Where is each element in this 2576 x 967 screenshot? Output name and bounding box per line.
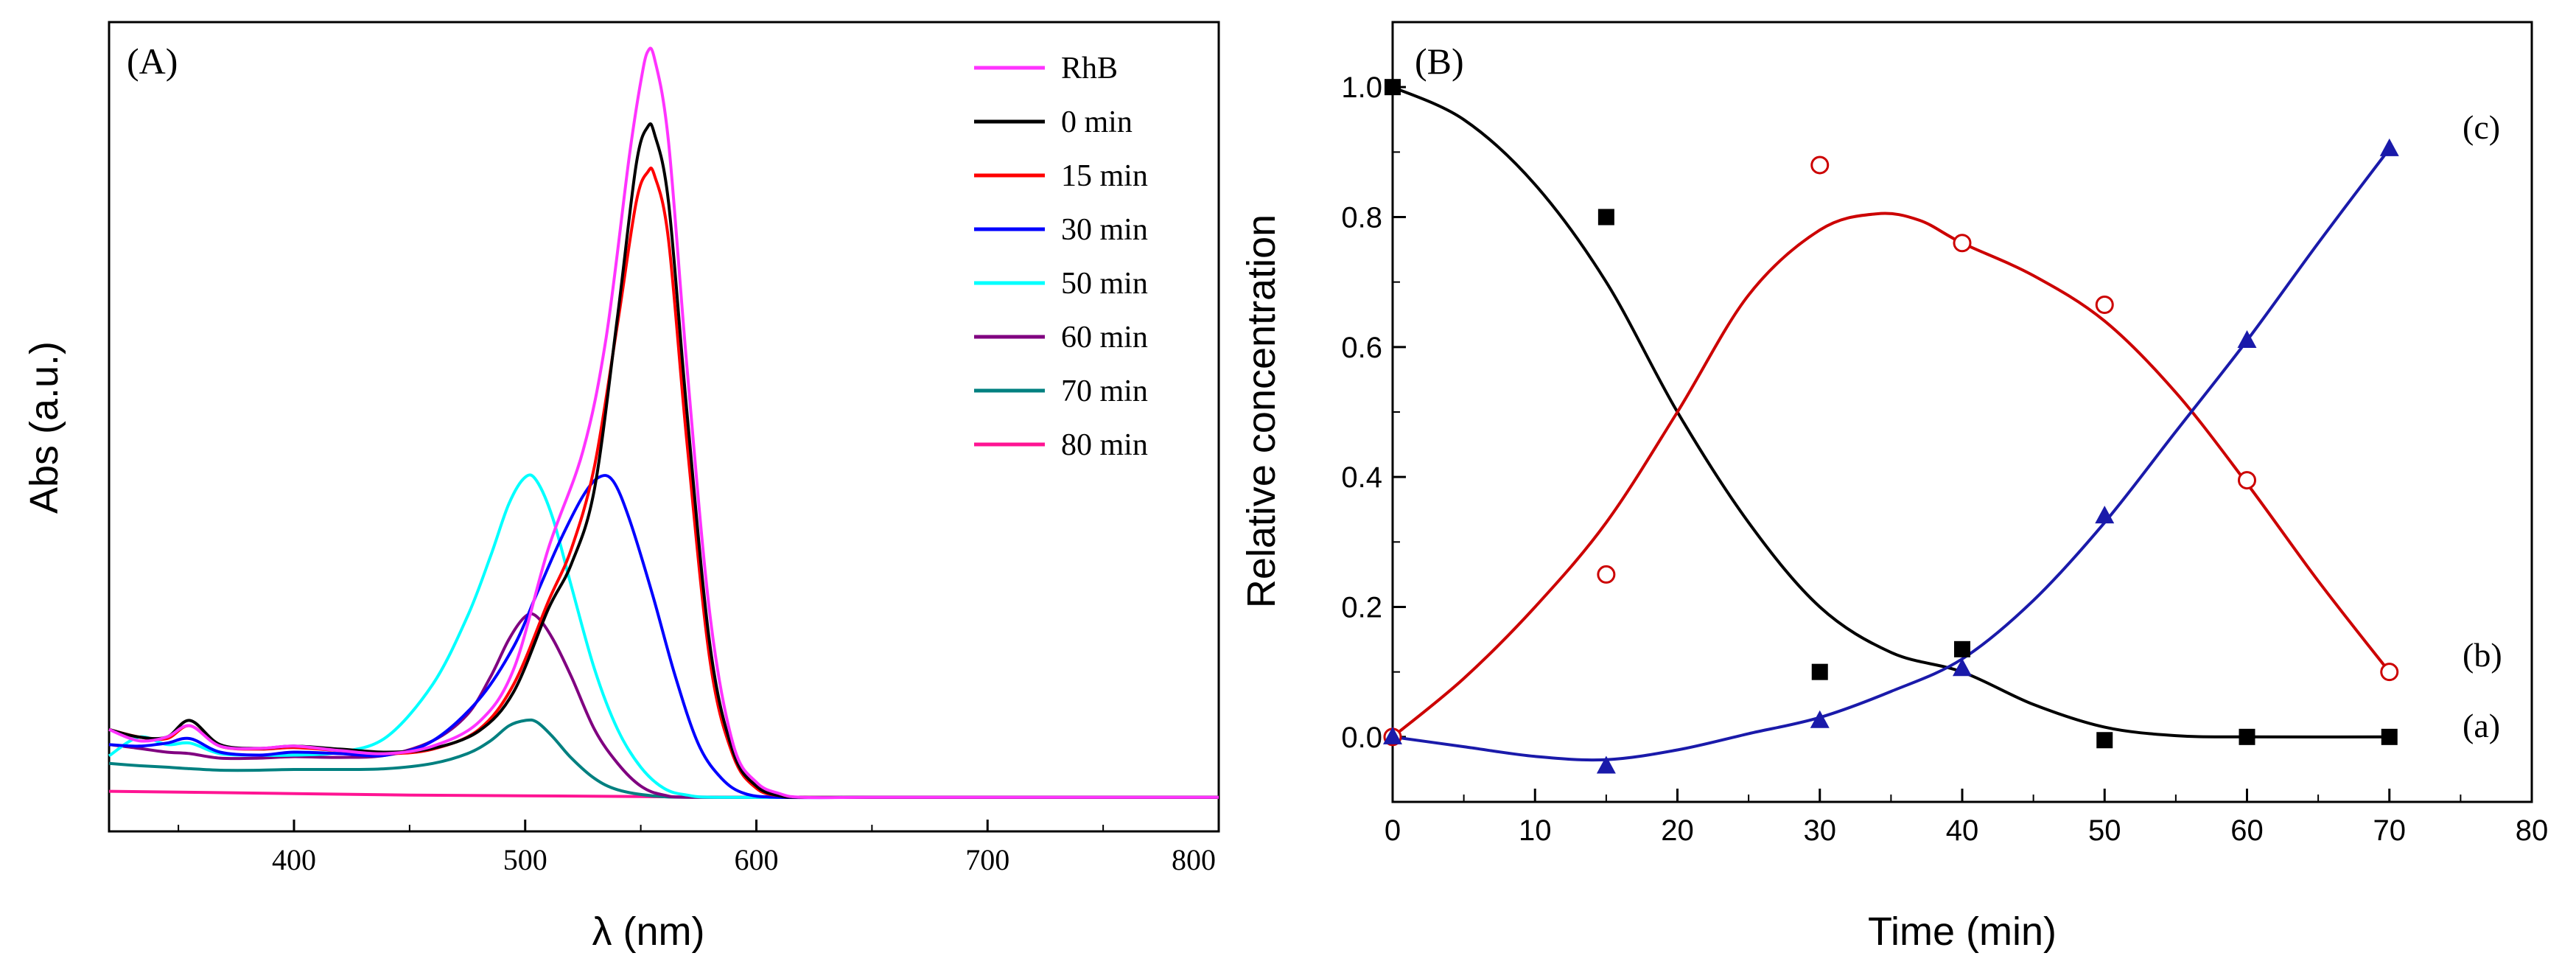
panel-b: (B) 0 10 20 30 40 50 60 70 80 0.0 0.2 0.4 0.6 0.8 1.0…	[1239, 21, 2548, 954]
data-point-circle	[2238, 471, 2256, 490]
x-tick-label: 80	[2516, 814, 2549, 847]
data-point-circle	[1597, 565, 1616, 584]
panel-b-frame	[1391, 21, 2533, 803]
panel-a: (A) 400 500 600 700 800 RhB 0 min 15 min 30 min…	[22, 21, 1220, 954]
y-tick-label: 1.0	[1341, 71, 1382, 104]
x-tick-label: 500	[503, 843, 547, 876]
y-tick-label: 0.2	[1341, 592, 1382, 624]
curve-label-a: (a)	[2463, 707, 2500, 744]
x-tick-label: 10	[1519, 814, 1552, 847]
y-tick-label: 0.4	[1341, 461, 1382, 494]
panel-b-data-points	[1383, 79, 2399, 774]
legend-entry: RhB	[1061, 52, 1118, 85]
data-point-triangle	[2379, 138, 2399, 156]
data-point-triangle	[1810, 710, 1830, 728]
panel-a-label: (A)	[127, 41, 178, 82]
curve-label-b: (b)	[2463, 636, 2502, 674]
x-tick-label: 800	[1172, 843, 1216, 876]
y-tick-label: 0.0	[1341, 722, 1382, 754]
data-point-square	[2239, 728, 2255, 745]
data-point-square	[1954, 640, 1970, 657]
panel-a-frame	[108, 21, 1220, 833]
panel-b-y-ticks: 0.0 0.2 0.4 0.6 0.8 1.0	[1341, 21, 1406, 803]
data-point-triangle	[2095, 506, 2115, 524]
legend-entry: 70 min	[1061, 374, 1148, 408]
data-point-triangle	[1383, 726, 1402, 744]
data-point-circle	[1810, 156, 1830, 175]
panel-b-y-axis-label: Relative concentration	[1239, 214, 1284, 608]
data-point-triangle	[1596, 755, 1616, 774]
data-point-triangle	[1953, 658, 1972, 677]
panel-b-x-axis-label: Time (min)	[1868, 910, 2057, 954]
y-tick-label: 0.6	[1341, 332, 1382, 364]
x-tick-label: 40	[1946, 814, 1979, 847]
x-tick-label: 700	[965, 843, 1009, 876]
legend-entry: 80 min	[1061, 428, 1148, 462]
legend-entry: 15 min	[1061, 159, 1148, 193]
legend-entry: 50 min	[1061, 267, 1148, 301]
panel-a-x-ticks: 400 500 600 700 800	[178, 820, 1220, 876]
x-tick-label: 70	[2373, 814, 2407, 847]
x-tick-label: 50	[2088, 814, 2121, 847]
panel-b-fit-curves	[1391, 85, 2391, 762]
data-point-square	[1811, 663, 1828, 680]
data-point-square	[1597, 209, 1614, 226]
curve-label-c: (c)	[2463, 108, 2500, 146]
series-line-15-min	[108, 167, 1219, 799]
data-point-circle	[2095, 296, 2114, 315]
x-tick-label: 20	[1661, 814, 1694, 847]
panel-a-series-lines	[108, 46, 1219, 800]
fit-curve-b	[1391, 212, 2391, 739]
panel-b-x-ticks: 0 10 20 30 40 50 60 70 80	[1385, 789, 2548, 847]
legend-entry: 0 min	[1061, 105, 1133, 139]
x-tick-label: 60	[2230, 814, 2264, 847]
data-point-circle	[1953, 234, 1972, 253]
x-tick-label: 0	[1385, 814, 1401, 847]
panel-a-x-axis-label: λ (nm)	[592, 910, 705, 954]
panel-b-label: (B)	[1415, 41, 1464, 82]
y-tick-label: 0.8	[1341, 202, 1382, 234]
series-line-rhb	[108, 46, 1219, 800]
legend-entry: 30 min	[1061, 213, 1148, 247]
data-point-circle	[2380, 663, 2399, 682]
panel-a-y-axis-label: Abs (a.u.)	[22, 341, 66, 514]
legend-entry: 60 min	[1061, 321, 1148, 355]
fit-curve-a	[1392, 85, 2390, 739]
series-line-0-min	[108, 122, 1219, 799]
panel-b-curve-labels: (a) (b) (c)	[2463, 108, 2502, 744]
x-tick-label: 600	[735, 843, 779, 876]
panel-a-legend: RhB 0 min 15 min 30 min 50 min 60 min 70 min 80…	[974, 52, 1148, 462]
data-point-square	[2381, 728, 2398, 745]
series-line-30-min	[108, 474, 1219, 800]
data-point-triangle	[2237, 330, 2257, 349]
fit-curve-c	[1392, 147, 2391, 762]
data-point-square	[1385, 79, 1401, 96]
x-tick-label: 30	[1804, 814, 1837, 847]
x-tick-label: 400	[272, 843, 316, 876]
data-point-square	[2096, 732, 2113, 749]
